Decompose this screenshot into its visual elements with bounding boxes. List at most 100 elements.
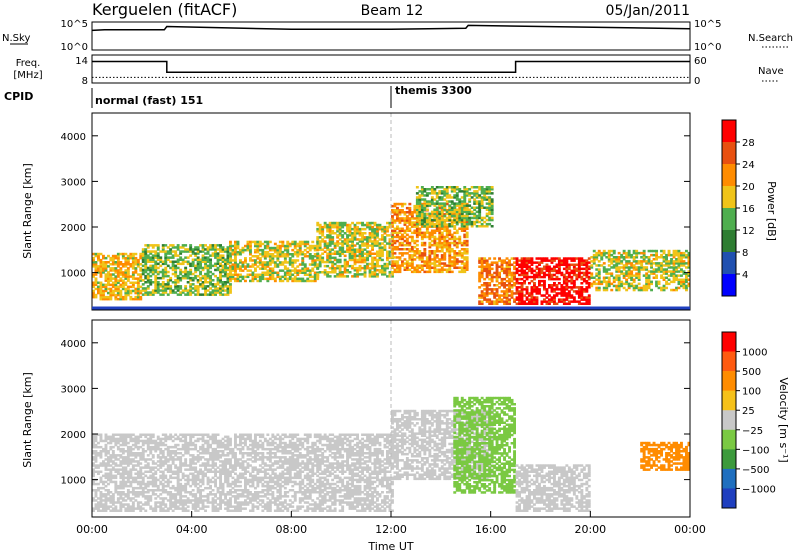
echo-cell	[443, 239, 447, 243]
echo-cell	[580, 288, 584, 291]
echo-cell	[161, 276, 165, 280]
echo-cell	[97, 289, 100, 293]
echo-cell	[92, 472, 95, 475]
nsky-tick-bottom: 10^0	[61, 42, 88, 53]
echo-cell	[154, 489, 158, 492]
echo-cell	[94, 295, 98, 299]
echo-cell	[637, 270, 641, 273]
echo-cell	[386, 262, 389, 266]
echo-cell	[134, 252, 138, 256]
echo-cell	[114, 474, 118, 478]
colorbar-swatch	[722, 230, 736, 253]
echo-cell	[453, 218, 457, 222]
echo-cell	[126, 470, 130, 473]
echo-cell	[104, 269, 108, 272]
echo-cell	[687, 266, 691, 269]
echo-cell	[353, 232, 357, 235]
echo-cell	[565, 259, 569, 262]
freq-panel-frame	[91, 54, 691, 84]
echo-cell	[336, 266, 340, 270]
echo-cell	[263, 261, 267, 264]
echo-cell	[485, 275, 489, 279]
echo-cell	[590, 260, 594, 263]
echo-cell	[505, 265, 509, 268]
echo-cell	[276, 248, 280, 252]
echo-cell	[490, 263, 494, 266]
echo-cell	[557, 300, 561, 303]
echo-cell	[92, 470, 95, 473]
echo-cell	[463, 233, 467, 237]
echo-cell	[201, 287, 205, 290]
echo-cell	[610, 260, 614, 263]
echo-cell	[121, 283, 125, 287]
echo-cell	[500, 298, 504, 301]
echo-cell	[475, 216, 479, 220]
echo-cell	[94, 281, 98, 284]
echo-cell	[490, 210, 494, 214]
echo-cell	[530, 275, 534, 279]
echo-cell	[433, 241, 437, 245]
echo-cell	[415, 221, 419, 224]
echo-cell	[418, 231, 422, 235]
echo-cell	[657, 282, 661, 286]
echo-cell	[607, 249, 611, 253]
echo-cell	[607, 278, 611, 281]
echo-cell	[92, 258, 95, 262]
echo-cell	[151, 462, 155, 465]
echo-cell	[236, 240, 240, 244]
echo-cell	[570, 282, 574, 285]
echo-cell	[341, 246, 345, 249]
echo-cell	[338, 221, 342, 225]
echo-cell	[478, 261, 482, 264]
echo-cell	[291, 255, 295, 258]
echo-cell	[535, 290, 539, 293]
echo-cell	[580, 275, 584, 279]
echo-cell	[144, 439, 148, 443]
echo-cell	[398, 266, 402, 269]
echo-cell	[478, 257, 482, 260]
echo-cell	[440, 243, 444, 247]
echo-cell	[485, 212, 489, 216]
echo-cell	[675, 262, 678, 265]
echo-cell	[107, 464, 110, 467]
echo-cell	[263, 257, 267, 260]
echo-cell	[326, 252, 330, 255]
echo-cell	[351, 264, 354, 268]
echo-cell	[587, 298, 591, 301]
echo-cell	[144, 458, 148, 461]
echo-cell	[430, 200, 434, 203]
echo-cell	[161, 499, 165, 502]
echo-cell	[438, 258, 442, 261]
echo-cell	[363, 273, 367, 276]
echo-cell	[553, 277, 556, 281]
echo-cell	[376, 234, 379, 237]
echo-cell	[425, 264, 429, 267]
echo-cell	[124, 462, 128, 465]
echo-cell	[288, 257, 292, 260]
echo-cell	[640, 260, 644, 263]
echo-cell	[164, 505, 168, 508]
echo-cell	[433, 262, 437, 265]
echo-cell	[131, 480, 135, 484]
echo-cell	[550, 275, 554, 279]
echo-cell	[159, 507, 163, 510]
echo-cell	[423, 260, 427, 263]
echo-cell	[468, 188, 472, 191]
echo-cell	[316, 236, 320, 239]
echo-cell	[455, 241, 459, 245]
echo-cell	[256, 244, 260, 248]
echo-cell	[278, 255, 282, 258]
echo-cell	[503, 261, 506, 264]
echo-cell	[463, 194, 467, 197]
echo-cell	[488, 269, 492, 273]
echo-cell	[169, 256, 173, 259]
echo-cell	[343, 260, 347, 264]
echo-cell	[149, 274, 153, 278]
echo-cell	[465, 262, 469, 265]
echo-cell	[458, 213, 462, 216]
echo-cell	[445, 218, 449, 222]
echo-cell	[184, 244, 188, 247]
echo-cell	[249, 250, 252, 254]
echo-cell	[293, 261, 297, 264]
echo-cell	[144, 260, 148, 263]
